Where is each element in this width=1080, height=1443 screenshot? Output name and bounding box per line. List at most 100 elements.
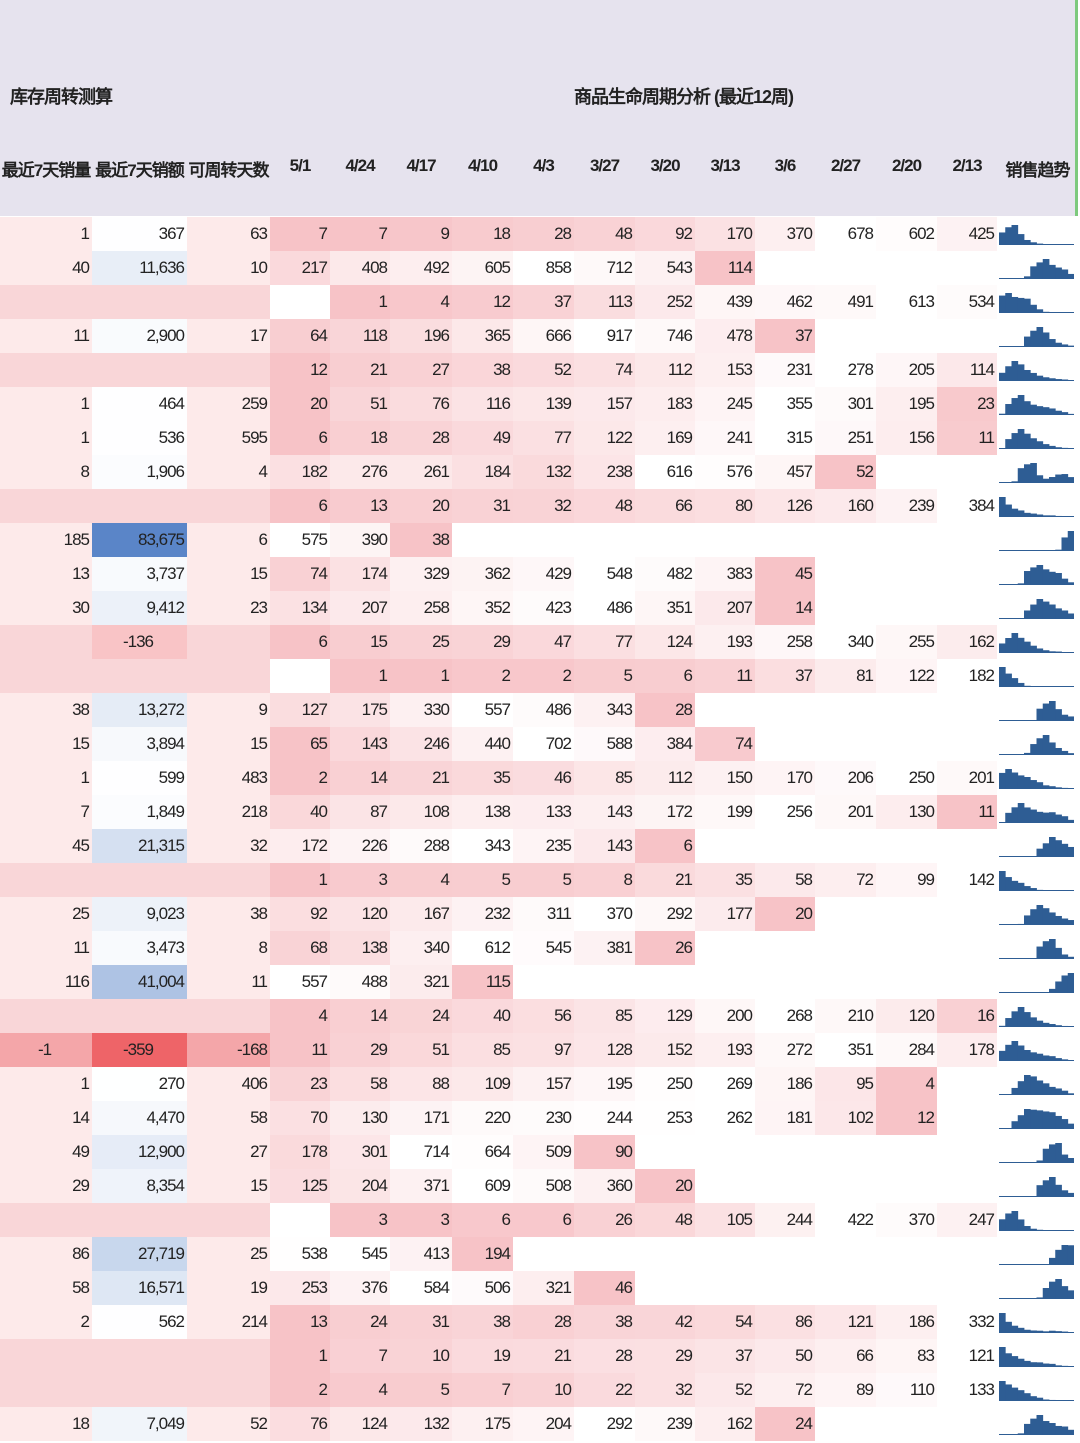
cell: 162 [695,1407,755,1441]
cell: 114 [695,251,755,285]
sparkline [999,531,1074,551]
column-header: 3/27 [589,156,620,175]
cell: 4 [876,1067,937,1101]
cell: 15 [330,625,390,659]
cell: 195 [574,1067,635,1101]
cell: 11,636 [92,251,187,285]
cell: 241 [695,421,755,455]
cell: 72 [755,1373,815,1407]
cell: 40 [0,251,92,285]
empty-cell [937,523,997,557]
cell: 41,004 [92,965,187,999]
sparkline-bar [1055,1331,1062,1333]
empty-cell [815,251,876,285]
sparkline-bar [1061,412,1069,415]
sparkline-bar [1042,735,1050,755]
empty-cell [695,523,755,557]
cell: 8,354 [92,1169,187,1203]
cell: 256 [755,795,815,829]
cell: 77 [574,625,635,659]
sparkline-bar [1024,1360,1031,1367]
empty-cell [0,659,92,693]
sparkline-bar [1042,1363,1050,1367]
sparkline-bar [1049,244,1056,245]
cell: 35 [695,863,755,897]
sparkline-bar [1011,678,1019,687]
cell: 1 [330,285,390,319]
cell: 28 [390,421,452,455]
sparkline-bar [1005,404,1012,415]
sparkline-bar [1030,1109,1037,1129]
cell: 301 [815,387,876,421]
empty-cell [92,863,187,897]
cell: 99 [876,863,937,897]
sparkline-bar [1011,807,1019,823]
sparkline-bar [1036,262,1044,279]
empty-cell [937,319,997,353]
cell: 506 [452,1271,513,1305]
cell: 51 [330,387,390,421]
sparkline-bar [1049,1423,1056,1435]
cell: 439 [695,285,755,319]
cell: 142 [937,863,997,897]
column-header: 5/1 [289,156,312,175]
sparkline [999,463,1074,483]
sparkline-bar [1061,516,1069,517]
cell: 6 [187,523,270,557]
cell: 210 [815,999,876,1033]
column-header: 4/10 [467,156,498,175]
sparkline-bar [1067,1290,1074,1299]
empty-cell [92,353,187,387]
sparkline-bar [1017,775,1025,789]
sparkline-bar [1036,1185,1044,1197]
cell: 270 [92,1067,187,1101]
cell: 157 [513,1067,574,1101]
empty-cell [815,693,876,727]
column-header: 2/27 [830,156,861,175]
cell: 20 [390,489,452,523]
cell: 340 [390,931,452,965]
sparkline-bar [1061,1025,1069,1027]
empty-cell [187,659,270,693]
empty-cell [876,693,937,727]
cell: 226 [330,829,390,863]
sparkline-bar [1017,923,1025,925]
sparkline-bar [1042,908,1050,925]
sparkline-bar [1030,1196,1037,1197]
sparkline-bar [1024,512,1031,517]
empty-cell [876,455,937,489]
empty-cell [937,931,997,965]
sparkline-bar [1061,447,1069,449]
cell: 545 [513,931,574,965]
sparkline-bar [1011,880,1019,891]
cell: 52 [695,1373,755,1407]
sparkline-bar [1024,915,1031,925]
cell: 29 [635,1339,695,1373]
cell: 25 [187,1237,270,1271]
sparkline-bar [1049,264,1056,279]
cell: 153 [695,353,755,387]
cell: 8 [574,863,635,897]
sparkline-bar [1049,939,1056,959]
cell: 2 [270,1373,330,1407]
column-header: 3/13 [710,156,740,175]
empty-cell [815,557,876,591]
sparkline-bar [1024,401,1031,415]
empty-cell [755,727,815,761]
cell: 122 [876,659,937,693]
sparkline [999,1143,1074,1163]
cell: 24 [755,1407,815,1441]
cell: 269 [695,1067,755,1101]
cell: 534 [937,285,997,319]
sparkline-bar [1055,474,1062,483]
empty-cell [187,625,270,659]
sparkline-bar [1067,380,1074,381]
sparkline-bar [1061,269,1069,279]
sparkline-bar [1061,578,1069,585]
sparkline-bar [1005,1044,1012,1061]
empty-cell [0,863,92,897]
cell: 370 [876,1203,937,1237]
sparkline-bar [1049,1024,1056,1027]
cell: 545 [330,1237,390,1271]
empty-cell [937,829,997,863]
